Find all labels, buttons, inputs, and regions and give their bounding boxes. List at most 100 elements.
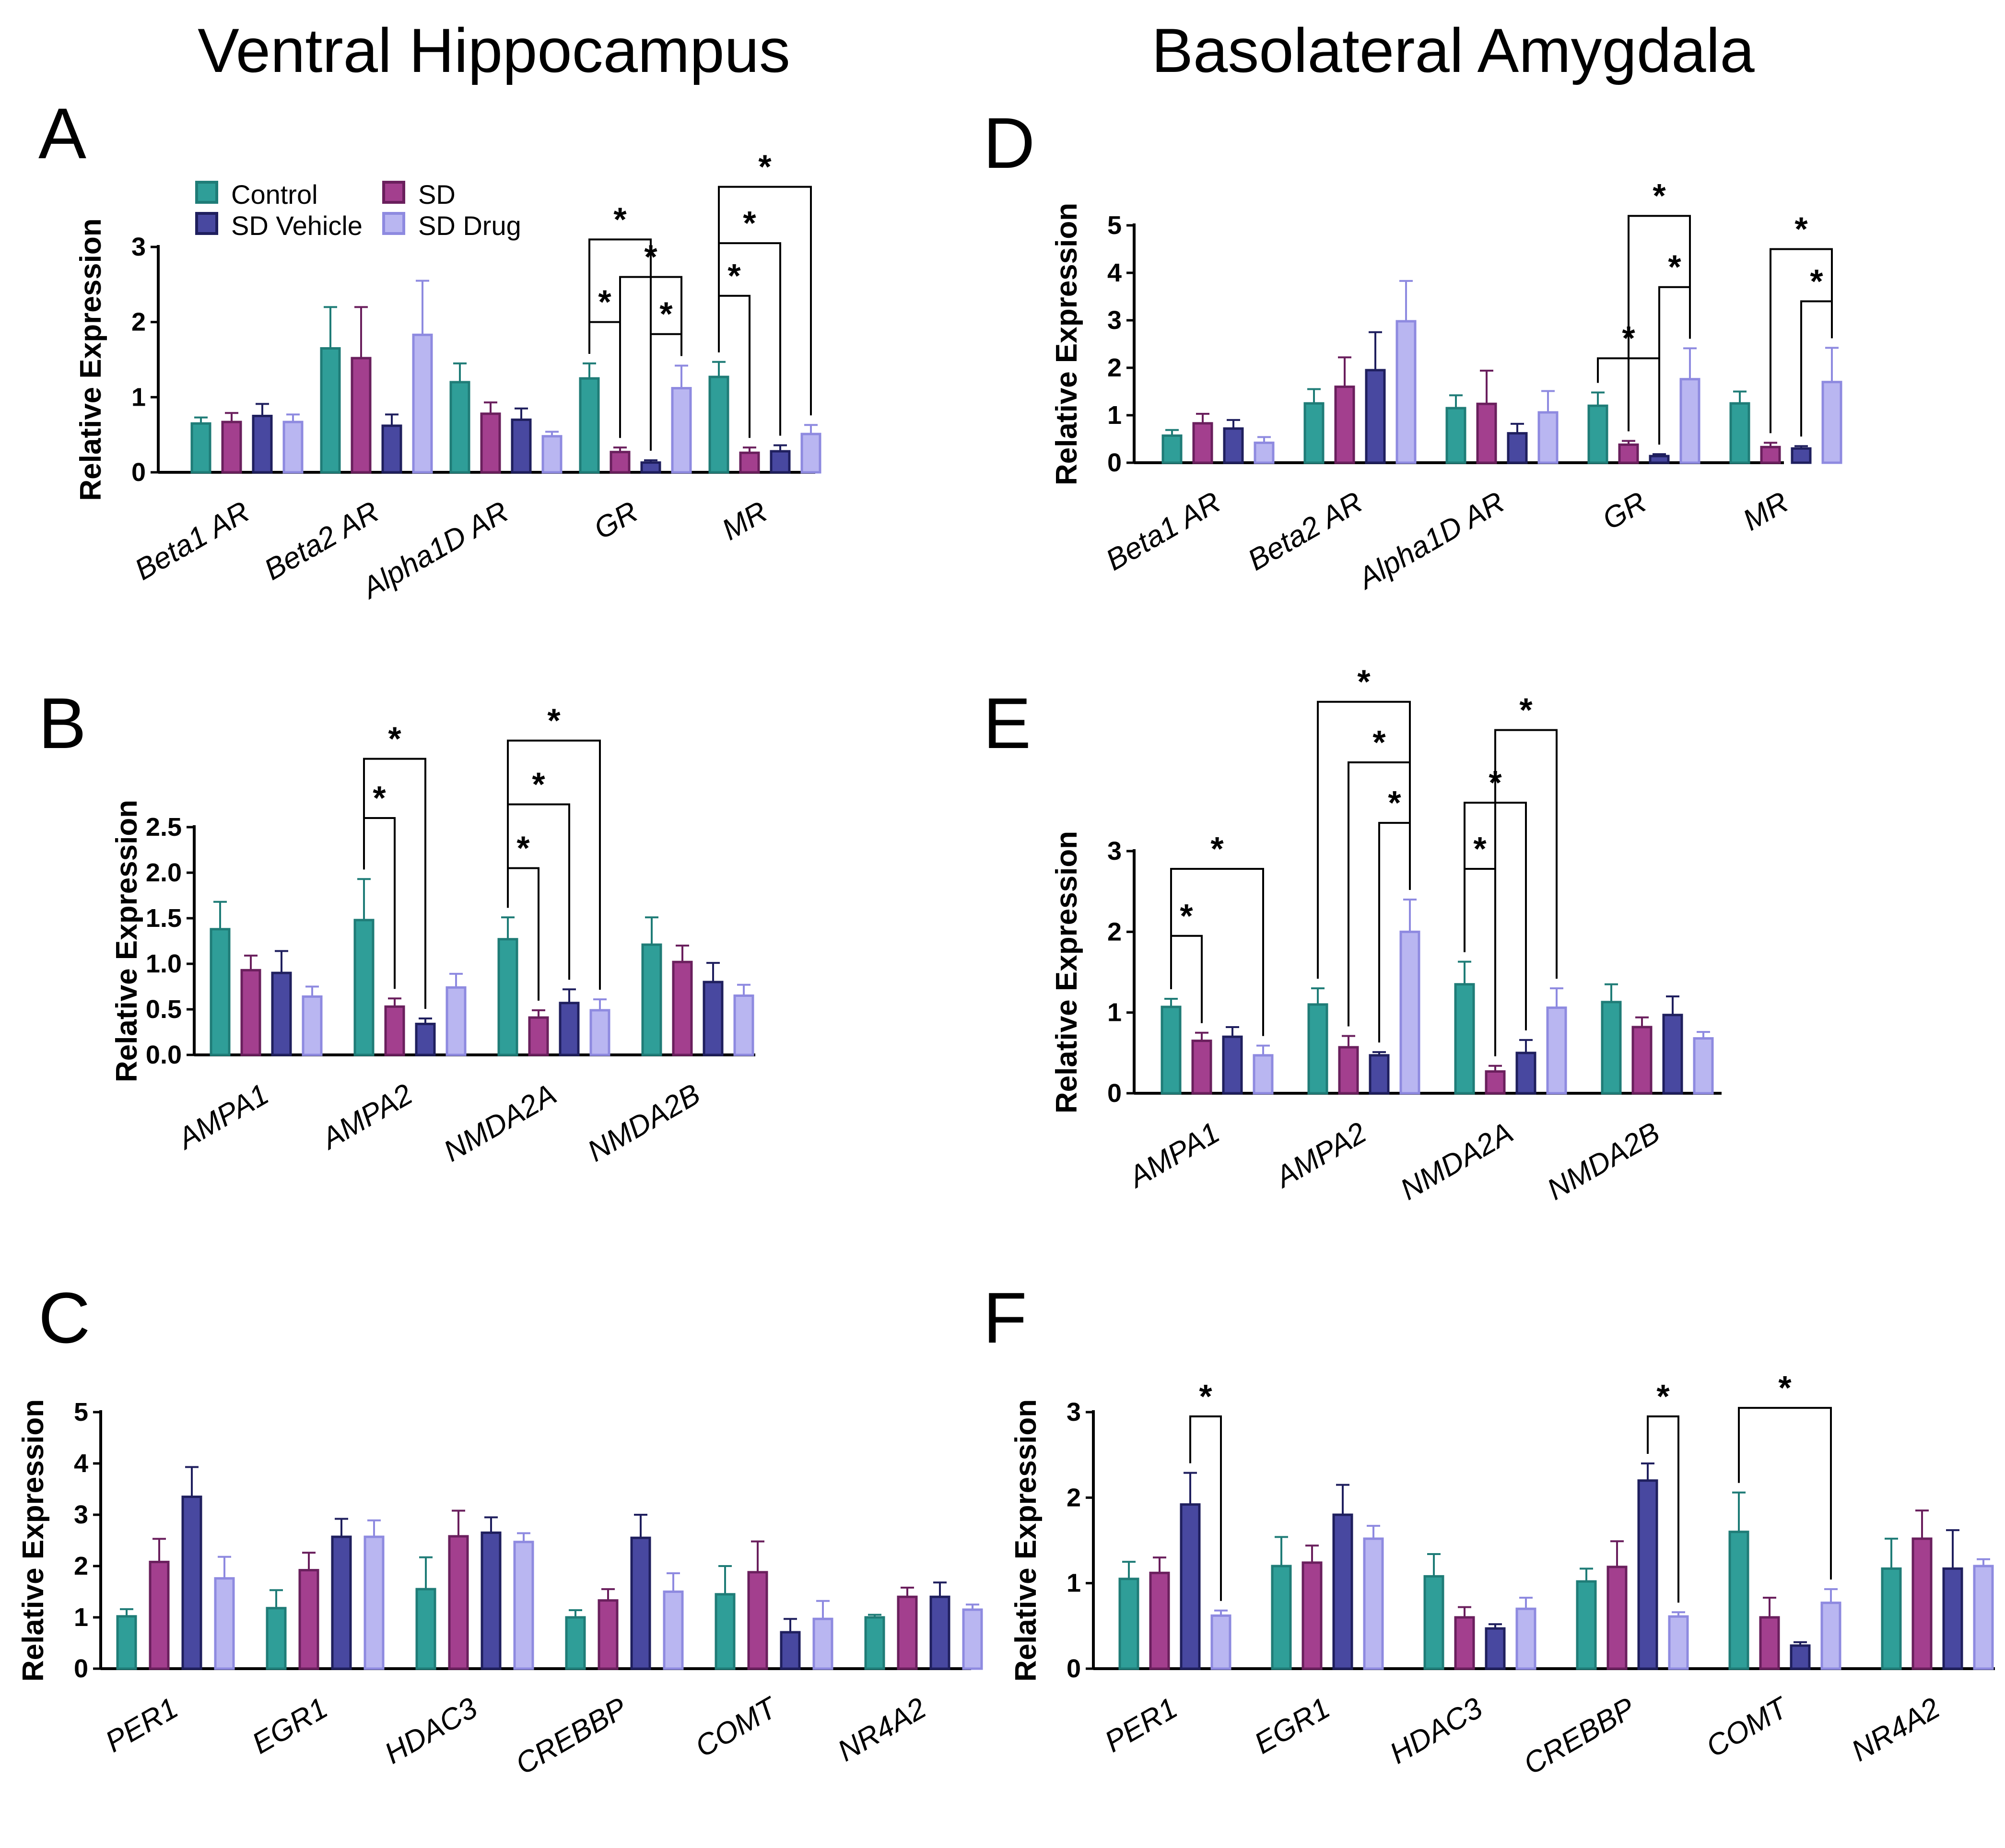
legend-label-control: Control	[231, 179, 318, 210]
panel-d-bar-sd-vehicle-alpha1d-ar	[1507, 432, 1528, 464]
panel-b-significance-bracket	[507, 867, 539, 1001]
panel-d-significance-star: *	[1653, 177, 1666, 214]
legend-label-sd-vehicle: SD Vehicle	[231, 211, 363, 241]
panel-c-bar-sd-vehicle-hdac3	[481, 1531, 502, 1670]
panel-d-y-tick-label: 3	[1107, 306, 1122, 335]
panel-a-significance-bracket	[619, 276, 682, 438]
panel-d-bar-sd-drug-gr	[1679, 378, 1700, 464]
panel-f-bar-sd-vehicle-nr4a2	[1942, 1567, 1963, 1670]
panel-e-bar-sd-drug-ampa2	[1399, 930, 1420, 1095]
panel-e-significance-star: *	[1357, 663, 1371, 701]
panel-b-bar-sd-vehicle-ampa2	[415, 1022, 436, 1056]
panel-e-bar-sd-vehicle-nmda2b	[1662, 1014, 1683, 1095]
panel-e-y-tick-label: 1	[1107, 998, 1122, 1027]
panel-a-bar-sd-alpha1d-ar	[480, 412, 501, 474]
legend-label-sd-drug: SD Drug	[418, 211, 521, 241]
panel-e-bar-sd-drug-ampa1	[1253, 1054, 1274, 1095]
legend: Control SD Vehicle SD SD Drug	[195, 179, 521, 241]
panel-a-y-tick-label: 1	[131, 383, 146, 411]
panel-a-bar-sd-drug-beta2-ar	[412, 333, 433, 474]
panel-b-y-tick-label: 2.5	[146, 813, 182, 842]
panel-d-bar-sd-beta1-ar	[1192, 422, 1213, 464]
panel-f-bar-sd-vehicle-comt	[1790, 1644, 1811, 1670]
panel-f-y-tick-label: 2	[1067, 1483, 1081, 1512]
panel-f-y-tick-label: 1	[1067, 1569, 1081, 1598]
panel-e-bar-sd-ampa1	[1191, 1040, 1212, 1095]
panel-a-bar-sd-vehicle-beta1-ar	[252, 415, 273, 474]
panel-c-y-tick-label: 5	[74, 1398, 88, 1427]
panel-d-bar-sd-drug-beta1-ar	[1254, 441, 1275, 464]
panel-b-bar-control-nmda2b	[641, 943, 662, 1056]
panel-b-bar-sd-drug-nmda2b	[733, 994, 754, 1056]
panel-d-bar-sd-drug-mr	[1821, 381, 1842, 464]
panel-f-significance-bracket	[1189, 1415, 1222, 1601]
panel-a-bar-sd-drug-mr	[800, 433, 821, 474]
panel-b-significance-bracket	[507, 803, 570, 980]
panel-e-significance-star: *	[1388, 784, 1401, 821]
panel-f-bar-sd-drug-crebbp	[1668, 1615, 1689, 1670]
panel-e-y-axis-label: Relative Expression	[1050, 831, 1083, 1113]
panel-e-significance-star: *	[1519, 691, 1533, 729]
panel-f-significance-bracket	[1738, 1407, 1832, 1580]
panel-d-bar-sd-drug-beta2-ar	[1395, 320, 1417, 464]
panel-a-significance-star: *	[743, 204, 756, 242]
panel-c-bar-control-crebbp	[565, 1616, 586, 1670]
panel-c-bar-control-per1	[116, 1615, 137, 1670]
legend-swatch-sd-drug	[382, 212, 405, 235]
panel-d-y-tick-label: 4	[1107, 258, 1122, 287]
panel-f-bar-control-comt	[1728, 1531, 1749, 1670]
panel-letter-f: F	[983, 1277, 1027, 1358]
panel-e-bar-control-nmda2b	[1601, 1001, 1622, 1095]
panel-f-significance-star: *	[1199, 1378, 1212, 1415]
panel-f-y-axis-label: Relative Expression	[1009, 1399, 1043, 1682]
panel-a-bar-control-beta2-ar	[320, 347, 341, 474]
panel-f-bar-sd-vehicle-per1	[1180, 1503, 1201, 1670]
panel-f-bar-sd-drug-egr1	[1363, 1537, 1384, 1670]
panel-c-y-tick-label: 3	[74, 1500, 88, 1529]
panel-b-significance-bracket	[363, 817, 396, 989]
panel-c-y-tick-label: 2	[74, 1552, 88, 1580]
panel-a-bar-control-gr	[579, 377, 600, 474]
panel-d-bar-sd-gr	[1618, 443, 1639, 464]
panel-f-bar-sd-vehicle-egr1	[1332, 1513, 1353, 1670]
panel-d-bar-control-mr	[1729, 402, 1750, 464]
panel-b-bar-sd-drug-nmda2a	[589, 1009, 610, 1056]
panel-d-bar-sd-vehicle-gr	[1649, 455, 1670, 464]
panel-e-significance-bracket	[1170, 868, 1264, 1036]
panel-d-bar-control-alpha1d-ar	[1445, 407, 1466, 464]
title-basolateral-amygdala: Basolateral Amygdala	[1151, 15, 1755, 85]
panel-a-significance-star: *	[659, 295, 673, 333]
panel-d-y-tick-label: 2	[1107, 353, 1122, 382]
panel-d-y-tick-label: 0	[1107, 448, 1122, 477]
panel-f-significance-star: *	[1778, 1369, 1792, 1406]
panel-e-significance-bracket	[1317, 701, 1411, 979]
panel-d-significance-bracket	[1770, 248, 1833, 433]
panel-c-bar-sd-crebbp	[598, 1599, 619, 1670]
panel-a-bar-control-beta1-ar	[190, 422, 211, 474]
panel-c-bar-control-nr4a2	[864, 1616, 885, 1670]
panel-d-bar-sd-alpha1d-ar	[1476, 402, 1497, 464]
panel-d-bar-sd-mr	[1760, 445, 1781, 464]
panel-c-bar-sd-drug-crebbp	[663, 1591, 684, 1670]
panel-f-bar-sd-drug-comt	[1820, 1602, 1841, 1670]
panel-c-y-tick-label: 0	[74, 1654, 88, 1683]
panel-b-significance-star: *	[516, 830, 530, 867]
panel-e-bar-sd-ampa2	[1338, 1046, 1359, 1095]
panel-a-bar-sd-vehicle-alpha1d-ar	[511, 418, 532, 474]
panel-d-bar-sd-drug-alpha1d-ar	[1537, 411, 1559, 464]
panel-f-bar-sd-comt	[1759, 1616, 1780, 1670]
panel-f-bar-sd-drug-nr4a2	[1973, 1565, 1994, 1670]
panel-d-significance-star: *	[1668, 248, 1681, 286]
panel-b-bar-sd-nmda2a	[528, 1016, 549, 1056]
panel-b-y-tick-label: 0.0	[146, 1041, 182, 1069]
panel-d-significance-star: *	[1794, 211, 1808, 248]
panel-d-bar-control-beta2-ar	[1303, 402, 1325, 464]
panel-b-bar-sd-vehicle-ampa1	[271, 971, 292, 1056]
panel-a-y-tick-label: 0	[131, 458, 146, 487]
panel-a-bar-sd-drug-alpha1d-ar	[541, 435, 563, 474]
panel-e-bar-control-nmda2a	[1454, 983, 1475, 1095]
panel-a-bar-sd-vehicle-mr	[770, 450, 791, 474]
panel-f-significance-star: *	[1656, 1378, 1670, 1415]
panel-e-y-tick-label: 0	[1107, 1079, 1122, 1108]
panel-c-bar-sd-vehicle-crebbp	[630, 1536, 651, 1670]
